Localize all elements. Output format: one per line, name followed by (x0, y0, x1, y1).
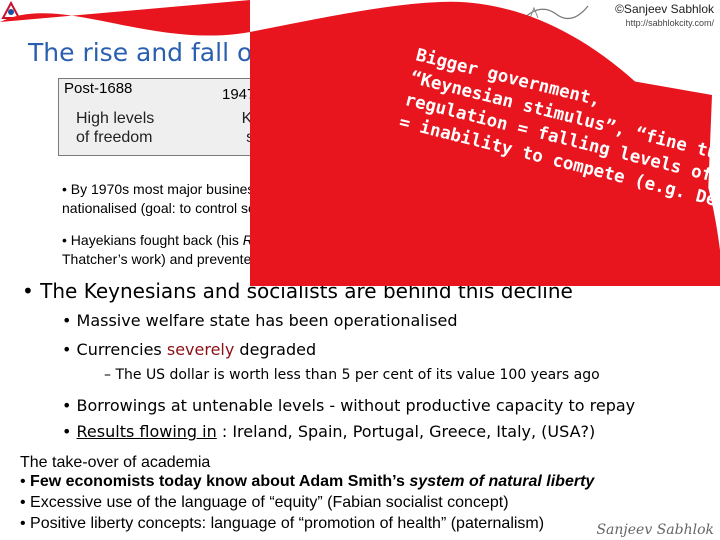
signature-text: Sanjeev Sabhlok (596, 522, 714, 538)
paragraph-hayekians-line1: • Hayekians fought back (his Road to Ser… (62, 231, 527, 250)
bullet-results: • Results flowing in : Ireland, Spain, P… (62, 422, 595, 441)
timeline-box-freedom-line2: of freedom (76, 129, 153, 146)
currencies-severely: severely (166, 340, 235, 359)
timeline-year-1947: 1947 (222, 86, 256, 103)
corner-logo-icon (0, 0, 22, 22)
bullet-borrowings: • Borrowings at untenable levels - witho… (62, 396, 636, 415)
bullet-welfare-state: • Massive welfare state has been operati… (62, 311, 458, 330)
currencies-post: degraded (234, 340, 317, 359)
sketch-decoration-icon (521, 5, 589, 21)
academia-l1-bold: Few economists today know about Adam Smi… (30, 473, 410, 490)
timeline-box-freedom: High levels of freedom (76, 109, 186, 147)
results-post: : Ireland, Spain, Portugal, Greece, Ital… (216, 422, 596, 441)
signature-logo: Sanjeev Sabhlok (596, 522, 714, 538)
paragraph-hayekians-post: underpinned Margaret (348, 232, 491, 248)
academia-l1-pre: • (20, 473, 31, 490)
academia-line-equity: • Excessive use of the language of “equi… (20, 494, 509, 511)
paragraph-nationalisation-line1: • By 1970s most major businesses in the … (62, 181, 464, 197)
paragraph-hayekians-pre: • Hayekians fought back (his (62, 232, 243, 248)
page-title: The rise and fall of freedom in the West (28, 38, 523, 67)
results-flowing-in-link[interactable]: Results flowing in (76, 422, 217, 441)
timeline-box-hayek-line2: figh (363, 125, 389, 142)
paragraph-nationalisation: • By 1970s most major businesses in the … (62, 180, 505, 218)
system-of-natural-liberty: system of natural liberty (409, 473, 595, 490)
paragraph-hayekians: • Hayekians fought back (his Road to Ser… (62, 231, 527, 269)
timeline-box-keynesian-line2: socialism (246, 129, 312, 146)
timeline-box-keynesian-line1: Keynesian (241, 110, 317, 127)
bullet-us-dollar: – The US dollar is worth less than 5 per… (104, 367, 600, 383)
brand-url: http://sabhlokcity.com/ (625, 18, 714, 28)
timeline-year-1688: Post-1688 (64, 80, 133, 97)
brand-name: ©Sanjeev Sabhlok (615, 2, 714, 16)
timeline-box-freedom-line1: High levels (76, 110, 155, 127)
academia-line-positive-liberty: • Positive liberty concepts: language of… (20, 515, 545, 532)
academia-heading: The take-over of academia (20, 454, 211, 471)
timeline-box-hayek-line1: Hay (363, 106, 392, 123)
timeline-box-keynesian: Keynesian socialism (224, 109, 334, 147)
results-pre: • (62, 422, 77, 441)
currencies-pre: • Currencies (62, 340, 167, 359)
bullet-keynesians-decline: • The Keynesians and socialists are behi… (22, 279, 573, 303)
academia-line-adam-smith: • Few economists today know about Adam S… (20, 473, 594, 491)
bullet-currencies: • Currencies severely degraded (62, 340, 316, 359)
paragraph-nationalisation-line2: nationalised (goal: to control society’s… (62, 200, 505, 216)
paragraph-hayekians-line2: Thatcher’s work) and prevented the West … (62, 251, 527, 267)
timeline-box-hayek: Hay figh (363, 105, 413, 143)
road-to-serfdom-title: Road to Serfdom (242, 232, 349, 248)
brand-block: ©Sanjeev Sabhlok http://sabhlokcity.com/ (615, 2, 714, 30)
